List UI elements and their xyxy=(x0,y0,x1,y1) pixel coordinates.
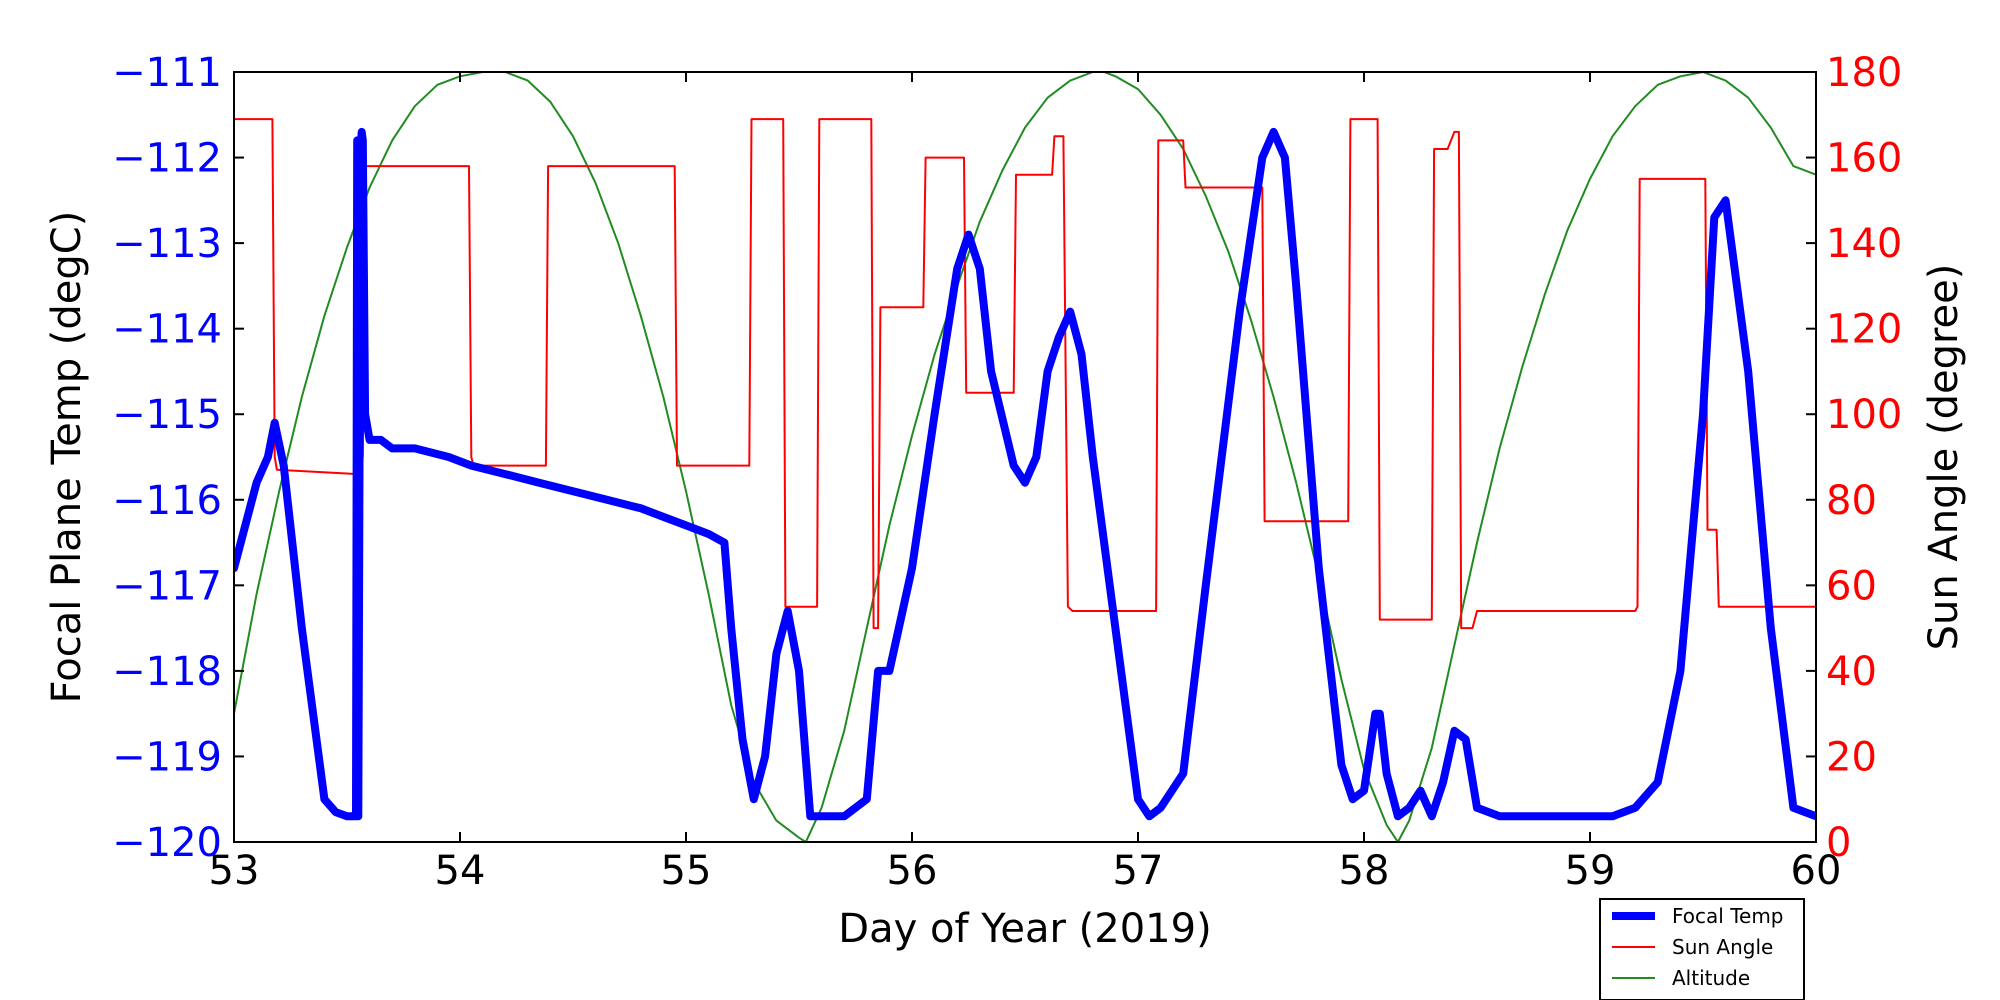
y-axis-right-label: Sun Angle (degree) xyxy=(1921,264,1967,651)
x-axis-label: Day of Year (2019) xyxy=(838,906,1211,952)
x-tick-label: 60 xyxy=(1791,848,1842,894)
y-left-tick-label: −120 xyxy=(112,820,222,866)
legend-label-focal-temp: Focal Temp xyxy=(1672,904,1784,928)
y-right-tick-label: 60 xyxy=(1826,563,1877,609)
plot-area-background xyxy=(234,72,1816,842)
x-tick-label: 56 xyxy=(887,848,938,894)
plot-frame xyxy=(233,71,1817,843)
y-left-tick-label: −118 xyxy=(112,649,222,695)
y-right-tick-label: 100 xyxy=(1826,392,1902,438)
y-right-tick-label: 120 xyxy=(1826,307,1902,353)
legend-label-sun-angle: Sun Angle xyxy=(1672,935,1773,959)
x-tick-label: 57 xyxy=(1113,848,1164,894)
y-right-tick-label: 80 xyxy=(1826,478,1877,524)
y-axis-left-ticks: −111 −112 −113 −114 −115 −116 −117 −118 −119 −120 xyxy=(112,50,244,866)
y-right-tick-label: 160 xyxy=(1826,136,1902,182)
x-tick-label: 53 xyxy=(209,848,260,894)
y-left-tick-label: −115 xyxy=(112,392,222,438)
x-tick-label: 54 xyxy=(435,848,486,894)
series-line-sun-angle xyxy=(234,118,1816,630)
series-line-altitude xyxy=(234,72,1816,842)
x-tick-label: 55 xyxy=(661,848,712,894)
y-left-tick-label: −114 xyxy=(112,307,222,353)
y-left-tick-label: −117 xyxy=(112,563,222,609)
y-right-tick-label: 0 xyxy=(1826,820,1851,866)
y-left-tick-label: −113 xyxy=(112,221,222,267)
x-tick-label: 58 xyxy=(1339,848,1390,894)
series-line-focal-temp xyxy=(234,127,1816,821)
y-left-tick-label: −111 xyxy=(112,50,222,96)
y-right-tick-label: 140 xyxy=(1826,221,1902,267)
y-right-tick-label: 40 xyxy=(1826,649,1877,695)
y-left-tick-label: −119 xyxy=(112,734,222,780)
y-left-tick-label: −112 xyxy=(112,136,222,182)
legend: Focal Temp Sun Angle Altitude xyxy=(1599,898,1805,1000)
legend-label-altitude: Altitude xyxy=(1672,966,1750,990)
y-right-tick-label: 180 xyxy=(1826,50,1902,96)
legend-box xyxy=(1599,898,1805,1000)
y-left-tick-label: −116 xyxy=(112,478,222,524)
x-axis-ticks: 53 54 55 56 57 58 59 60 xyxy=(209,72,1842,894)
x-tick-label: 59 xyxy=(1565,848,1616,894)
y-axis-left-label: Focal Plane Temp (degC) xyxy=(44,211,90,704)
y-axis-right-ticks: 180 160 140 120 100 80 60 40 20 0 xyxy=(1806,50,1902,866)
y-right-tick-label: 20 xyxy=(1826,734,1877,780)
